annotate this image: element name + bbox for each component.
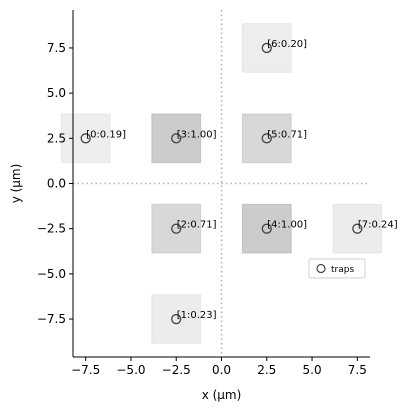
y-axis-label: y (μm) [9, 164, 23, 204]
y-tick-label-5: 5.0 [47, 86, 66, 100]
y-tick-label-2: −2.5 [37, 222, 66, 236]
trap-label-4: [4:1.00] [267, 220, 307, 231]
trap-point-2 [171, 223, 182, 234]
legend: traps [308, 258, 366, 279]
trap-label-7: [7:0.24] [358, 220, 398, 231]
reference-lines [73, 10, 370, 357]
x-ticks: −7.5 −5.0 −2.5 0.0 2.5 5.0 7.5 [71, 357, 367, 377]
trap-cell-2 [151, 203, 202, 254]
y-ticks: −7.5 −5.0 −2.5 0.0 2.5 5.0 7.5 [37, 41, 73, 326]
trap-cell-4 [241, 203, 292, 254]
trap-label-3: [3:1.00] [177, 129, 217, 140]
x-tick-label-4: 2.5 [257, 363, 276, 377]
x-tick-label-3: 0.0 [212, 363, 231, 377]
trap-cell-7 [332, 203, 383, 254]
y-tick-label-6: 7.5 [47, 41, 66, 55]
trap-label-6: [6:0.20] [267, 39, 307, 50]
trap-point-0 [80, 133, 91, 144]
trap-cell-3 [151, 113, 202, 164]
legend-marker [316, 263, 326, 274]
trap-label-0: [0:0.19] [86, 129, 126, 140]
trap-point-5 [261, 133, 272, 144]
trap-point-6 [261, 42, 272, 54]
trap-label-2: [2:0.71] [177, 220, 217, 231]
trap-labels: [0:0.19] [1:0.23] [2:0.71] [3:1.00] [4:1.00]… [86, 39, 398, 321]
legend-entry-traps: traps [331, 265, 354, 275]
x-axis-label: x (μm) [202, 388, 242, 402]
y-tick-label-0: −7.5 [37, 312, 66, 326]
trap-label-1: [1:0.23] [177, 310, 217, 321]
trap-point-7 [352, 223, 363, 234]
trap-points [80, 42, 363, 325]
x-tick-label-0: −7.5 [71, 363, 100, 377]
x-tick-label-1: −5.0 [116, 363, 145, 377]
x-tick-label-6: 7.5 [348, 363, 367, 377]
trap-cell-6 [241, 23, 292, 73]
legend-box [308, 258, 366, 279]
trap-label-5: [5:0.71] [267, 129, 307, 140]
x-tick-label-5: 5.0 [303, 363, 322, 377]
trap-point-4 [261, 223, 272, 234]
trap-point-1 [171, 313, 182, 325]
trap-cell-1 [151, 294, 202, 344]
trap-cell-5 [241, 113, 292, 164]
trap-point-3 [171, 133, 182, 144]
y-tick-label-4: 2.5 [47, 131, 66, 145]
x-tick-label-2: −2.5 [162, 363, 191, 377]
trap-cells [60, 23, 383, 344]
y-tick-label-1: −5.0 [37, 267, 66, 281]
y-tick-label-3: 0.0 [47, 177, 66, 191]
